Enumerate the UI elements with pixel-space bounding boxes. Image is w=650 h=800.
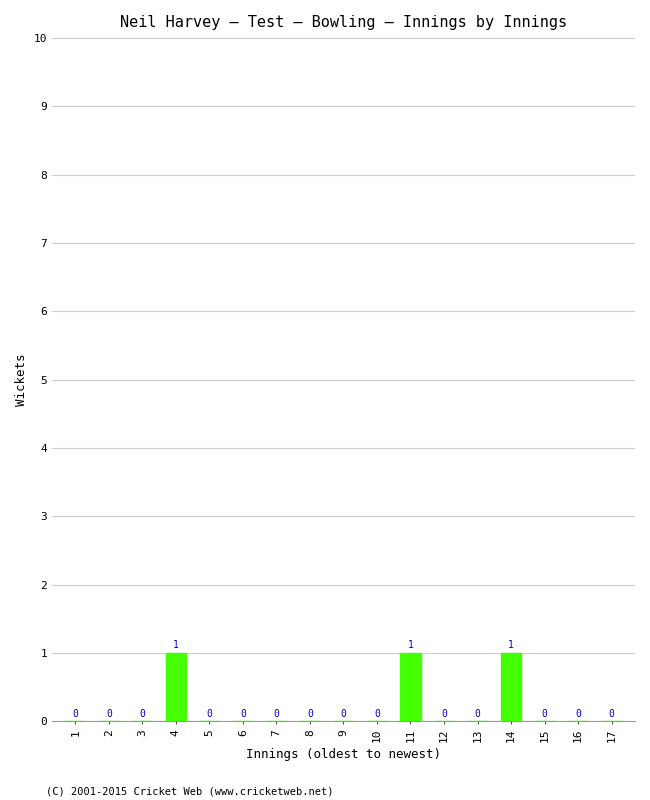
Text: 0: 0	[374, 709, 380, 718]
X-axis label: Innings (oldest to newest): Innings (oldest to newest)	[246, 748, 441, 761]
Text: 1: 1	[508, 640, 514, 650]
Text: 1: 1	[408, 640, 413, 650]
Text: 0: 0	[474, 709, 480, 718]
Text: 0: 0	[207, 709, 213, 718]
Text: 0: 0	[341, 709, 346, 718]
Text: 0: 0	[72, 709, 78, 718]
Y-axis label: Wickets: Wickets	[15, 354, 28, 406]
Text: 0: 0	[274, 709, 280, 718]
Title: Neil Harvey – Test – Bowling – Innings by Innings: Neil Harvey – Test – Bowling – Innings b…	[120, 15, 567, 30]
Text: 0: 0	[240, 709, 246, 718]
Text: 0: 0	[608, 709, 614, 718]
Text: (C) 2001-2015 Cricket Web (www.cricketweb.net): (C) 2001-2015 Cricket Web (www.cricketwe…	[46, 786, 333, 796]
Bar	[400, 653, 421, 722]
Text: 0: 0	[575, 709, 581, 718]
Text: 0: 0	[140, 709, 146, 718]
Text: 1: 1	[173, 640, 179, 650]
Text: 0: 0	[106, 709, 112, 718]
Text: 0: 0	[441, 709, 447, 718]
Bar	[166, 653, 186, 722]
Text: 0: 0	[307, 709, 313, 718]
Text: 0: 0	[541, 709, 547, 718]
Bar	[501, 653, 521, 722]
